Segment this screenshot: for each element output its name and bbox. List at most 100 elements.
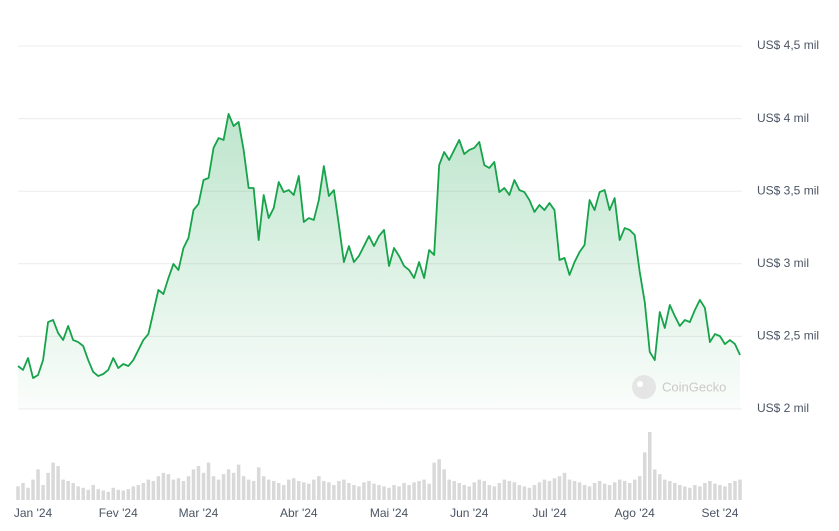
x-tick-label: Mar '24 bbox=[179, 506, 219, 520]
volume-bar bbox=[497, 483, 502, 500]
volume-bar bbox=[567, 479, 572, 500]
volume-bar bbox=[221, 474, 226, 500]
volume-bar bbox=[673, 483, 677, 500]
volume-bar bbox=[196, 466, 201, 500]
volume-bar bbox=[537, 482, 542, 500]
volume-bar bbox=[387, 487, 391, 500]
volume-bar bbox=[141, 483, 146, 500]
volume-bar bbox=[437, 459, 441, 500]
volume-bar bbox=[61, 479, 65, 500]
volume-bar bbox=[367, 480, 371, 500]
x-tick-label: Mai '24 bbox=[370, 506, 409, 520]
watermark-logo-eye bbox=[637, 381, 643, 387]
volume-bar bbox=[477, 479, 482, 500]
volume-bar bbox=[226, 469, 231, 500]
volume-bar bbox=[231, 472, 236, 500]
volume-bar bbox=[216, 479, 221, 500]
volume-bar bbox=[176, 478, 181, 500]
volume-bar bbox=[317, 476, 321, 500]
volume-bar bbox=[286, 479, 291, 500]
volume-bar bbox=[663, 479, 667, 500]
watermark-logo bbox=[632, 375, 656, 399]
y-tick-label: US$ 4,5 mil bbox=[757, 38, 819, 52]
volume-bar bbox=[312, 479, 316, 500]
volume-bar bbox=[683, 486, 687, 500]
volume-bar bbox=[372, 483, 376, 500]
volume-bar bbox=[201, 472, 206, 500]
volume-bar bbox=[607, 485, 612, 500]
line bbox=[17, 113, 741, 379]
volume-bar bbox=[131, 486, 136, 500]
x-tick-label: Fev '24 bbox=[99, 506, 138, 520]
volume-bar bbox=[36, 469, 40, 500]
volume-bar bbox=[106, 491, 111, 500]
y-tick-label: US$ 3,5 mil bbox=[757, 183, 819, 197]
volume-bar bbox=[121, 490, 126, 500]
volume-bar bbox=[447, 479, 451, 500]
volume-bar bbox=[532, 485, 537, 500]
volume-bar bbox=[507, 480, 512, 500]
volume-bar bbox=[397, 486, 401, 500]
volume-bar bbox=[322, 480, 326, 500]
volume-bar bbox=[377, 485, 381, 500]
volume-bar bbox=[171, 479, 176, 500]
volume-bar bbox=[647, 432, 652, 500]
volume-bar bbox=[632, 479, 637, 500]
volume-bar bbox=[146, 479, 151, 500]
volume-bar bbox=[51, 462, 55, 500]
volume-bar bbox=[111, 487, 116, 500]
volume-bar bbox=[66, 480, 70, 500]
volume-bar bbox=[126, 489, 131, 500]
volume-bar bbox=[467, 486, 472, 500]
y-tick-label: US$ 4 mil bbox=[757, 111, 809, 125]
volume-bar bbox=[708, 480, 712, 500]
volume-bar bbox=[592, 483, 597, 500]
volume-bar bbox=[31, 479, 35, 500]
volume-bar bbox=[637, 476, 642, 500]
volume-bar bbox=[552, 478, 557, 500]
volume-bar bbox=[342, 479, 346, 500]
volume-bar bbox=[26, 487, 30, 500]
x-tick-label: Jun '24 bbox=[450, 506, 489, 520]
watermark: CoinGecko bbox=[632, 375, 726, 399]
volume-bar bbox=[668, 480, 672, 500]
volume-bar bbox=[281, 485, 286, 500]
volume-bar bbox=[46, 472, 50, 500]
y-tick-label: US$ 3 mil bbox=[757, 256, 809, 270]
volume-bar bbox=[617, 479, 622, 500]
volume-bar bbox=[206, 462, 211, 500]
volume-bar bbox=[562, 472, 567, 500]
volume-bar bbox=[276, 483, 281, 500]
volume-bar bbox=[547, 480, 552, 500]
y-tick-label: US$ 2,5 mil bbox=[757, 329, 819, 343]
volume-bar bbox=[703, 483, 707, 500]
volume-bar bbox=[622, 480, 627, 500]
volume-bar bbox=[698, 486, 702, 500]
volume-bar bbox=[151, 480, 156, 500]
volume-bar bbox=[16, 486, 20, 500]
volume-bar bbox=[307, 483, 311, 500]
volume-bar bbox=[678, 485, 682, 500]
volume-bar bbox=[457, 483, 461, 500]
volume-bar bbox=[352, 485, 356, 500]
volume-bar bbox=[86, 489, 90, 500]
volume-bar bbox=[181, 480, 186, 500]
volume-bar bbox=[602, 483, 607, 500]
x-tick-label: Abr '24 bbox=[280, 506, 318, 520]
volume-bar bbox=[587, 486, 592, 500]
volume-bar bbox=[327, 482, 331, 500]
volume-bar bbox=[658, 474, 662, 500]
volume-bar bbox=[266, 479, 271, 500]
volume-bar bbox=[442, 469, 446, 500]
area bbox=[18, 113, 740, 409]
x-tick-label: Jan '24 bbox=[14, 506, 53, 520]
volume-bar bbox=[81, 487, 85, 500]
x-tick-label: Jul '24 bbox=[532, 506, 567, 520]
watermark-text: CoinGecko bbox=[662, 379, 726, 394]
volume-bar bbox=[332, 485, 336, 500]
volume-bar bbox=[362, 482, 366, 500]
volume-bar bbox=[452, 480, 456, 500]
volume-bar bbox=[251, 480, 256, 500]
volume-bar bbox=[236, 464, 241, 500]
